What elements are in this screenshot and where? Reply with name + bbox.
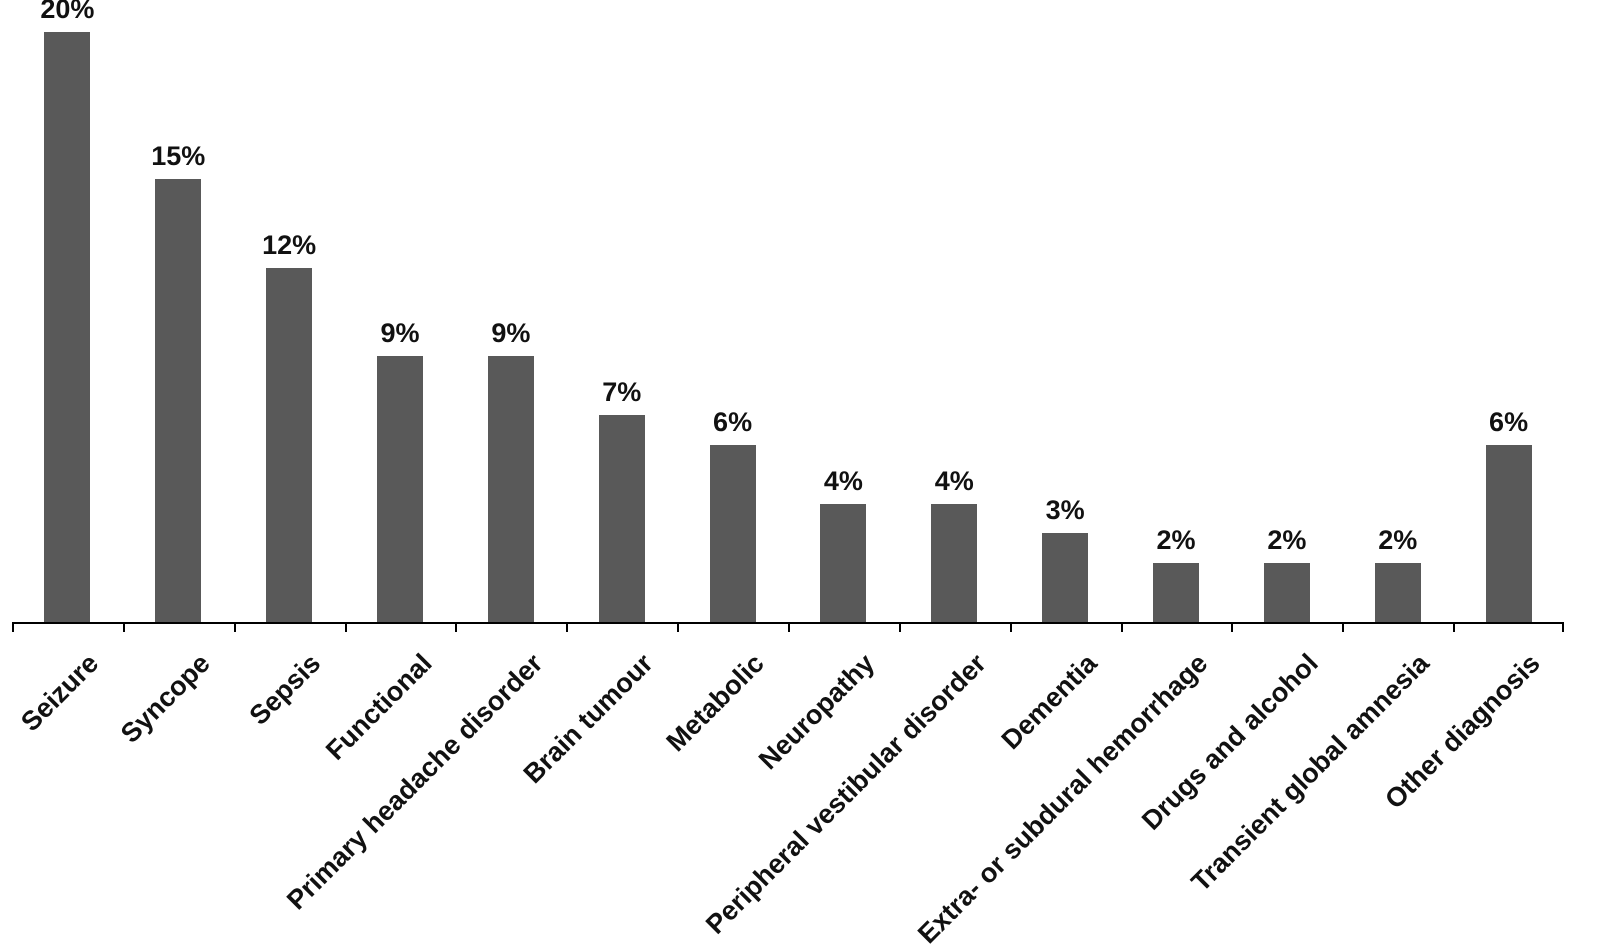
x-axis-tick <box>455 622 566 632</box>
bar-value-label: 6% <box>713 407 753 437</box>
bar-value-label: 2% <box>1267 525 1307 555</box>
x-axis-tick <box>566 622 677 632</box>
x-label-cell: Other diagnosis <box>1379 634 1564 934</box>
x-axis-tick <box>1453 622 1564 632</box>
bar-slot: 7% <box>566 30 677 622</box>
x-axis-tick <box>1342 622 1453 632</box>
bar <box>487 356 534 622</box>
x-axis-tick <box>677 622 788 632</box>
bar <box>820 504 867 622</box>
bar-slot: 9% <box>345 30 456 622</box>
bar <box>598 415 645 622</box>
x-axis-tick <box>898 622 1010 632</box>
bar-value-label: 7% <box>602 377 642 407</box>
bar-slot: 2% <box>1121 30 1232 622</box>
x-label-cell: Seizure <box>12 634 123 934</box>
x-axis-tick <box>122 622 234 632</box>
bar <box>376 356 423 622</box>
bar-value-label: 3% <box>1045 495 1085 525</box>
bar-value-label: 2% <box>1156 525 1196 555</box>
x-label-cell: Primary headache disorder <box>281 634 566 934</box>
bar-value-label: 20% <box>40 0 95 24</box>
bar-slot: 4% <box>899 30 1010 622</box>
x-axis-label: Sepsis <box>243 648 327 731</box>
x-axis-tick <box>1120 622 1232 632</box>
bar <box>1263 563 1310 622</box>
bar-value-label: 9% <box>380 318 420 348</box>
bar <box>1042 533 1089 622</box>
bar <box>44 32 91 622</box>
bar-slot: 6% <box>1453 30 1564 622</box>
bar <box>709 445 756 622</box>
bar-slot: 12% <box>234 30 345 622</box>
x-axis-label: Metabolic <box>660 648 770 758</box>
bar <box>1152 563 1199 622</box>
bar-value-label: 12% <box>262 230 317 260</box>
bar <box>931 504 978 622</box>
x-axis-tick <box>12 622 123 632</box>
x-axis-tick <box>1009 622 1121 632</box>
bar <box>1374 563 1421 622</box>
bar <box>155 179 202 622</box>
x-axis-tick <box>1231 622 1342 632</box>
bar-value-label: 6% <box>1489 407 1529 437</box>
bar <box>1485 445 1532 622</box>
x-axis-label-row: Seizure Syncope Sepsis Functional Primary he… <box>12 634 1564 949</box>
bar-value-label: 4% <box>823 466 863 496</box>
x-label-cell: Syncope <box>115 634 234 934</box>
x-axis-label: Syncope <box>114 648 216 749</box>
bar-slot: 4% <box>788 30 899 622</box>
bar-slot: 9% <box>455 30 566 622</box>
bar-value-label: 2% <box>1378 525 1418 555</box>
x-axis-tick <box>344 622 456 632</box>
x-axis-label: Dementia <box>995 648 1103 756</box>
bar-value-label: 4% <box>934 466 974 496</box>
plot-area: 20% 15% 12% 9% 9% 7% 6% 4% 4% 3% 2% 2% 2% 6% <box>12 0 1564 624</box>
bar-slot: 6% <box>677 30 788 622</box>
x-axis-tick-row <box>12 622 1564 632</box>
bar-slot: 2% <box>1342 30 1453 622</box>
bar-slot: 15% <box>123 30 234 622</box>
bar-slot: 2% <box>1231 30 1342 622</box>
bar <box>266 268 313 622</box>
x-axis-tick <box>787 622 899 632</box>
x-label-cell: Brain tumour <box>518 634 677 934</box>
bar-slot: 20% <box>12 0 123 622</box>
bar-slot: 3% <box>1010 30 1121 622</box>
bar-value-label: 9% <box>491 318 531 348</box>
x-axis-tick <box>233 622 345 632</box>
bar-value-label: 15% <box>151 141 206 171</box>
x-axis-label: Seizure <box>15 648 105 738</box>
